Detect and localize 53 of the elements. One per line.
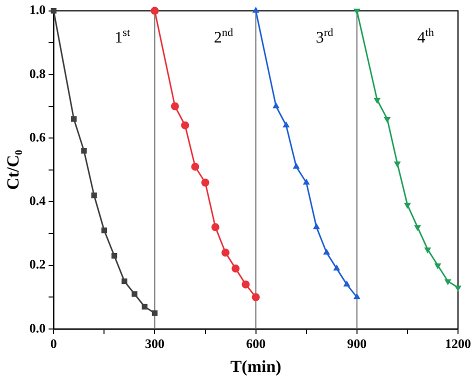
x-tick-label: 1200 <box>445 336 471 352</box>
point <box>91 192 97 198</box>
point <box>394 162 401 168</box>
point <box>353 8 360 15</box>
x-axis-title: T(min) <box>230 357 282 376</box>
point <box>142 304 148 310</box>
point <box>50 8 56 14</box>
y-tick-label: 1.0 <box>29 2 46 18</box>
point <box>444 279 452 286</box>
point <box>302 178 310 185</box>
point <box>374 98 381 104</box>
y-tick-label: 0.2 <box>29 256 46 272</box>
point <box>170 102 179 110</box>
point <box>71 116 77 122</box>
point <box>211 223 220 232</box>
point <box>252 293 260 302</box>
point <box>111 252 118 259</box>
point <box>152 310 158 316</box>
x-tick-label: 600 <box>246 336 266 352</box>
point <box>132 291 138 297</box>
point <box>282 121 290 128</box>
y-tick-label: 0.8 <box>29 66 46 81</box>
point <box>454 286 462 292</box>
point <box>222 248 230 257</box>
point <box>101 228 108 234</box>
point <box>242 280 250 288</box>
point <box>191 162 200 171</box>
point <box>272 102 280 108</box>
point <box>353 293 360 300</box>
point <box>252 6 260 13</box>
point <box>424 247 432 254</box>
point <box>201 178 210 187</box>
point <box>122 278 128 284</box>
point <box>343 280 350 286</box>
point <box>323 248 330 255</box>
point <box>150 6 159 15</box>
y-tick-label: 0.6 <box>29 129 46 144</box>
point <box>292 162 300 169</box>
point <box>333 264 340 271</box>
x-tick-label: 300 <box>144 336 164 352</box>
point <box>414 225 422 232</box>
point <box>404 202 411 209</box>
point <box>313 223 320 230</box>
x-tick-label: 0 <box>50 336 57 352</box>
y-axis-title: Ct/C₀ <box>4 150 23 190</box>
x-tick-label: 900 <box>347 336 367 352</box>
point <box>81 148 87 154</box>
point <box>232 264 240 273</box>
point <box>384 116 391 123</box>
y-tick-label: 0.4 <box>29 193 46 208</box>
point <box>434 263 442 270</box>
y-tick-label: 0.0 <box>29 320 46 336</box>
point <box>181 121 190 130</box>
